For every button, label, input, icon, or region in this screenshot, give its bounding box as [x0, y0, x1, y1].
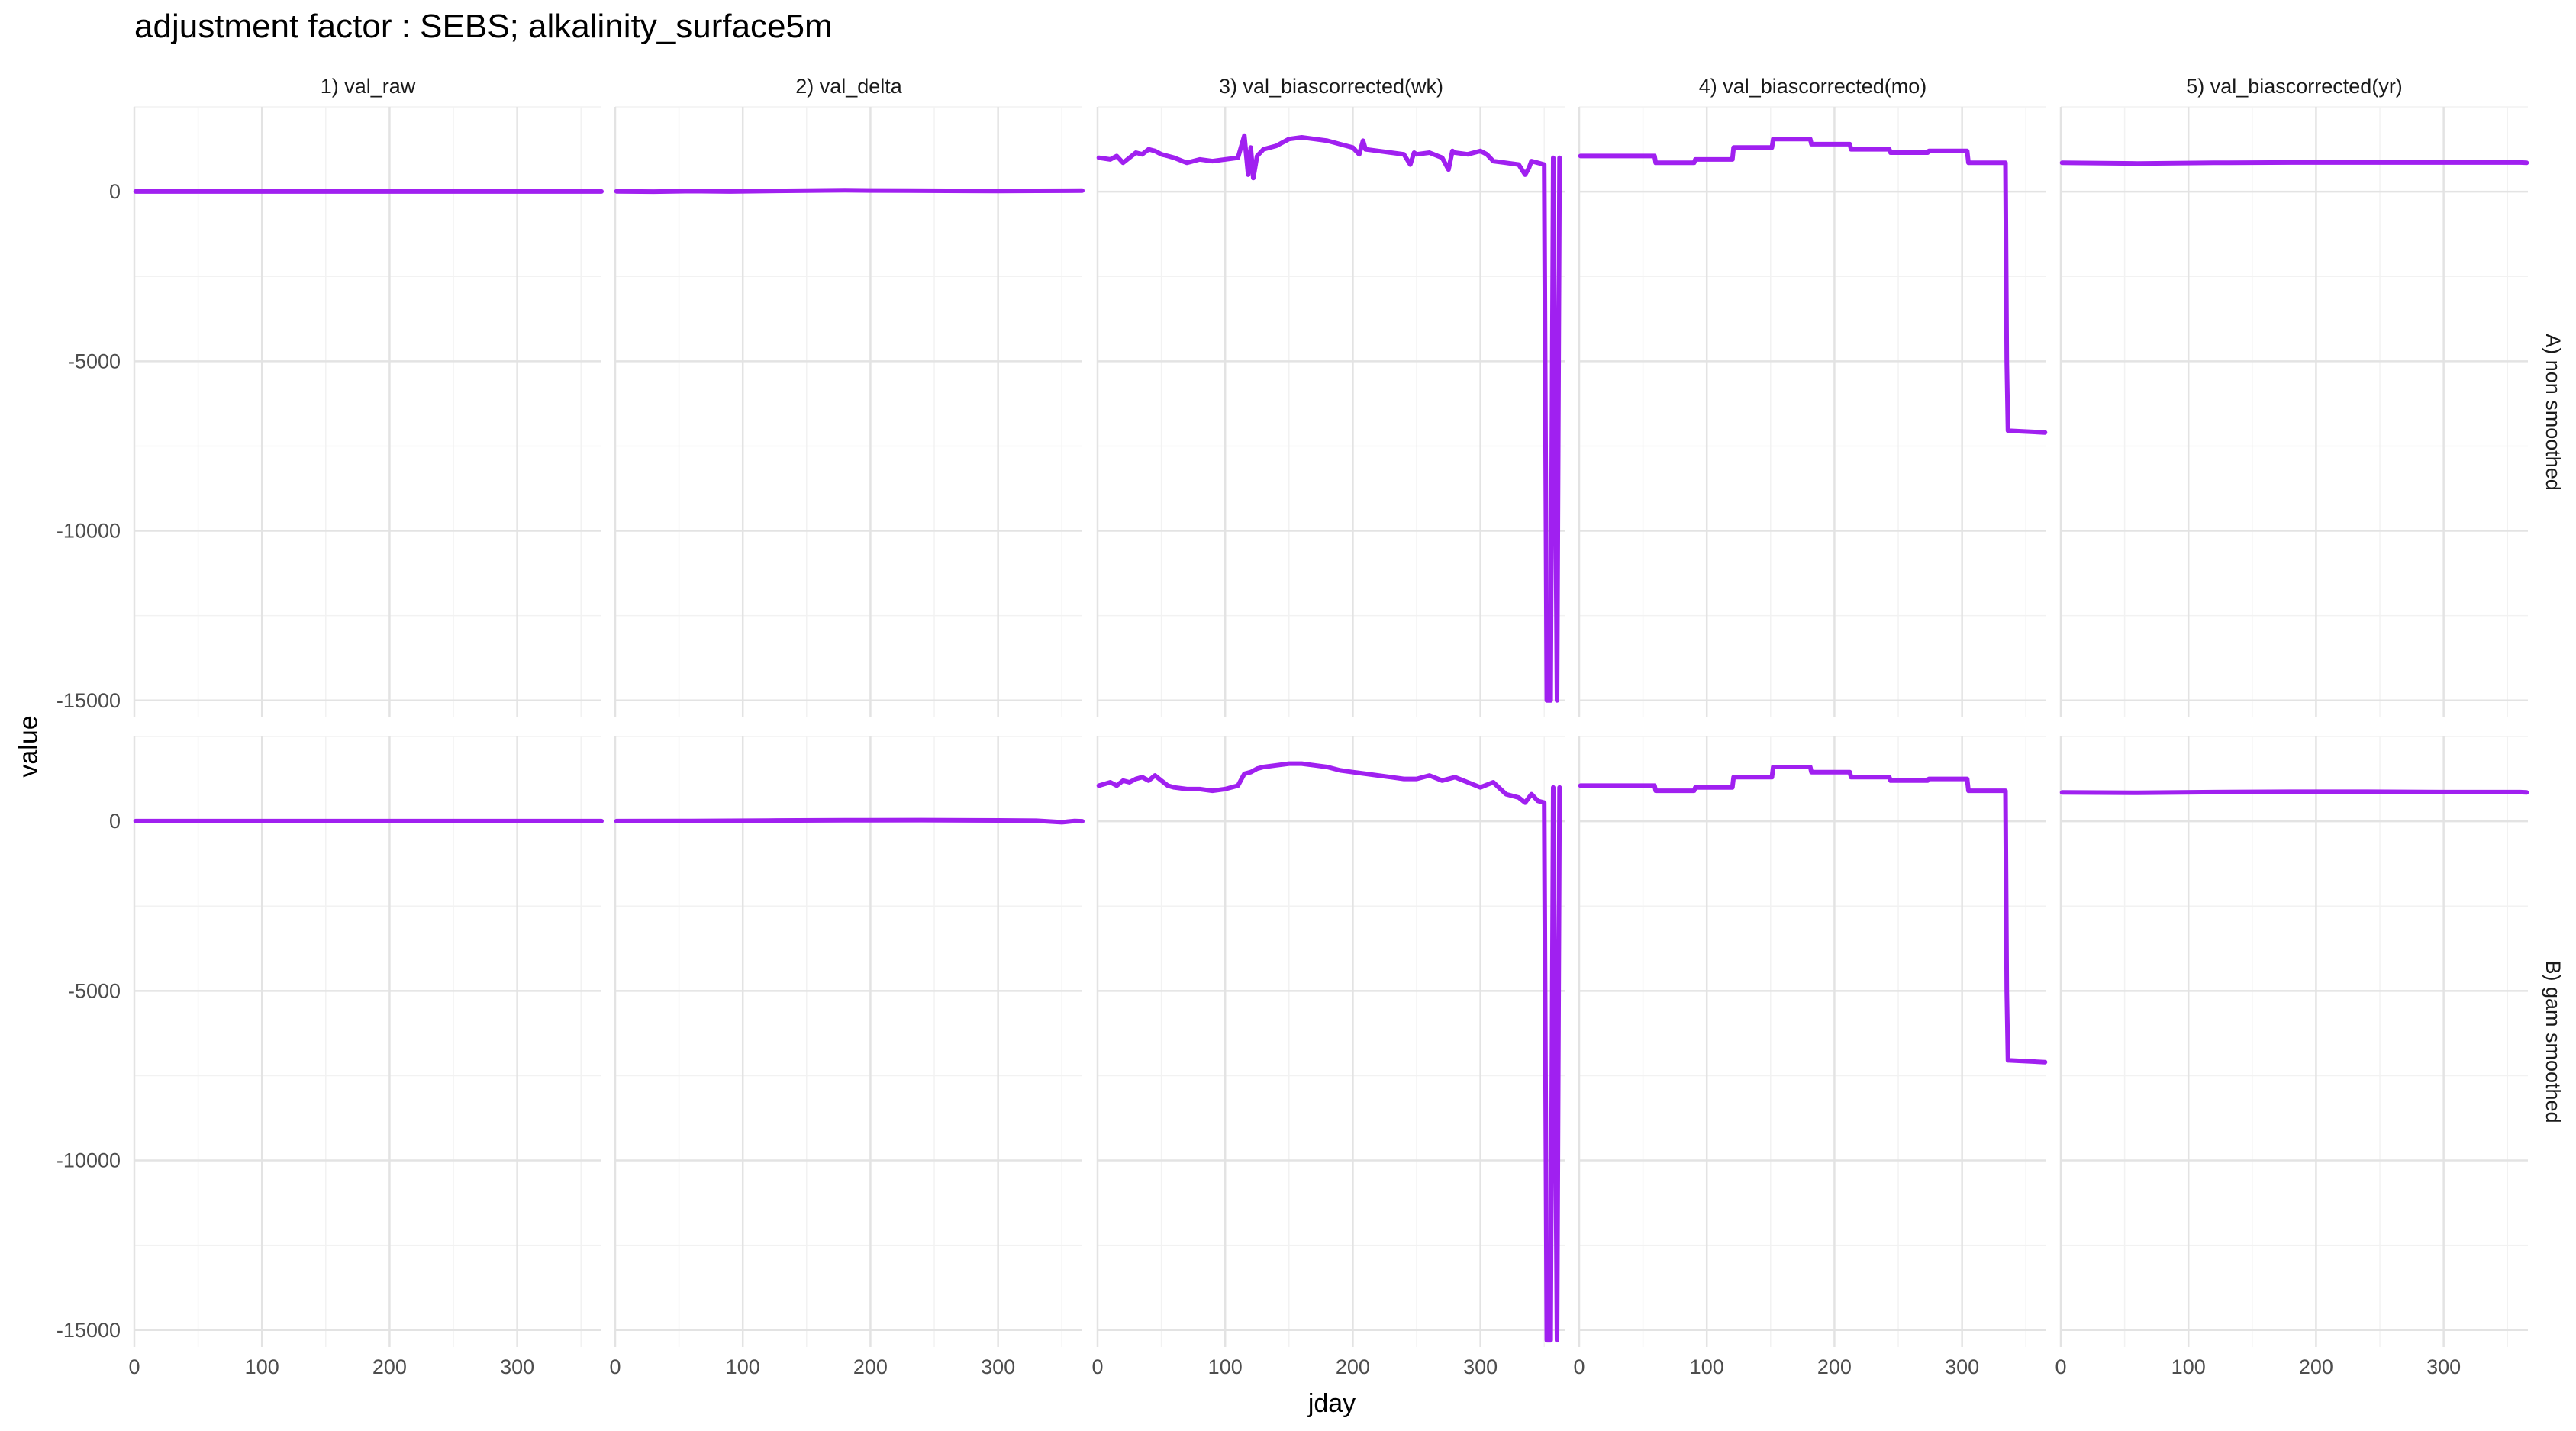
x-tick-label: 0 [128, 1355, 140, 1378]
y-tick-label: 0 [109, 810, 121, 833]
y-tick-label: -15000 [56, 1319, 121, 1342]
x-tick-label: 100 [1208, 1355, 1243, 1378]
y-tick-label: -5000 [68, 350, 121, 372]
x-tick-label: 300 [981, 1355, 1015, 1378]
x-tick-label: 300 [1463, 1355, 1498, 1378]
facet-column-label: 4) val_biascorrected(mo) [1699, 75, 1927, 98]
series-line [1096, 761, 1562, 1343]
chart-title: adjustment factor : SEBS; alkalinity_sur… [134, 8, 833, 45]
x-tick-label: 0 [1091, 1355, 1103, 1378]
x-tick-label: 200 [853, 1355, 888, 1378]
y-tick-label: 0 [109, 180, 121, 203]
y-axis-label-text: value [14, 715, 44, 778]
x-tick-label: 200 [2299, 1355, 2333, 1378]
facet-column-label: 5) val_biascorrected(yr) [2186, 75, 2403, 98]
facet-column-label: 3) val_biascorrected(wk) [1219, 75, 1443, 98]
x-tick-label: 300 [500, 1355, 534, 1378]
x-tick-label: 100 [245, 1355, 279, 1378]
facet-column-label: 2) val_delta [795, 75, 903, 98]
x-tick-label: 300 [1945, 1355, 1979, 1378]
x-tick-label: 200 [1336, 1355, 1370, 1378]
series-line [614, 817, 1085, 825]
facet-row-label: A) non smoothed [2542, 334, 2565, 491]
series-line [2059, 789, 2529, 795]
x-tick-label: 0 [1573, 1355, 1585, 1378]
x-tick-label: 0 [609, 1355, 621, 1378]
x-axis-label-text: jday [1307, 1389, 1356, 1418]
series-line [614, 188, 1085, 195]
series-line [1578, 137, 2048, 435]
facet-column-label: 1) val_raw [321, 75, 416, 98]
y-tick-label: -15000 [56, 689, 121, 712]
facet-row-label: B) gam smoothed [2542, 960, 2565, 1123]
series-line [1578, 765, 2048, 1065]
y-tick-label: -10000 [56, 1149, 121, 1172]
x-tick-label: 100 [2171, 1355, 2206, 1378]
x-tick-label: 200 [1817, 1355, 1852, 1378]
y-tick-label: -10000 [56, 520, 121, 543]
x-tick-label: 100 [1690, 1355, 1724, 1378]
series-line [1096, 133, 1562, 703]
x-tick-label: 200 [372, 1355, 407, 1378]
x-tick-label: 0 [2055, 1355, 2066, 1378]
y-tick-label: -5000 [68, 979, 121, 1002]
x-tick-label: 300 [2426, 1355, 2461, 1378]
x-tick-label: 100 [726, 1355, 760, 1378]
